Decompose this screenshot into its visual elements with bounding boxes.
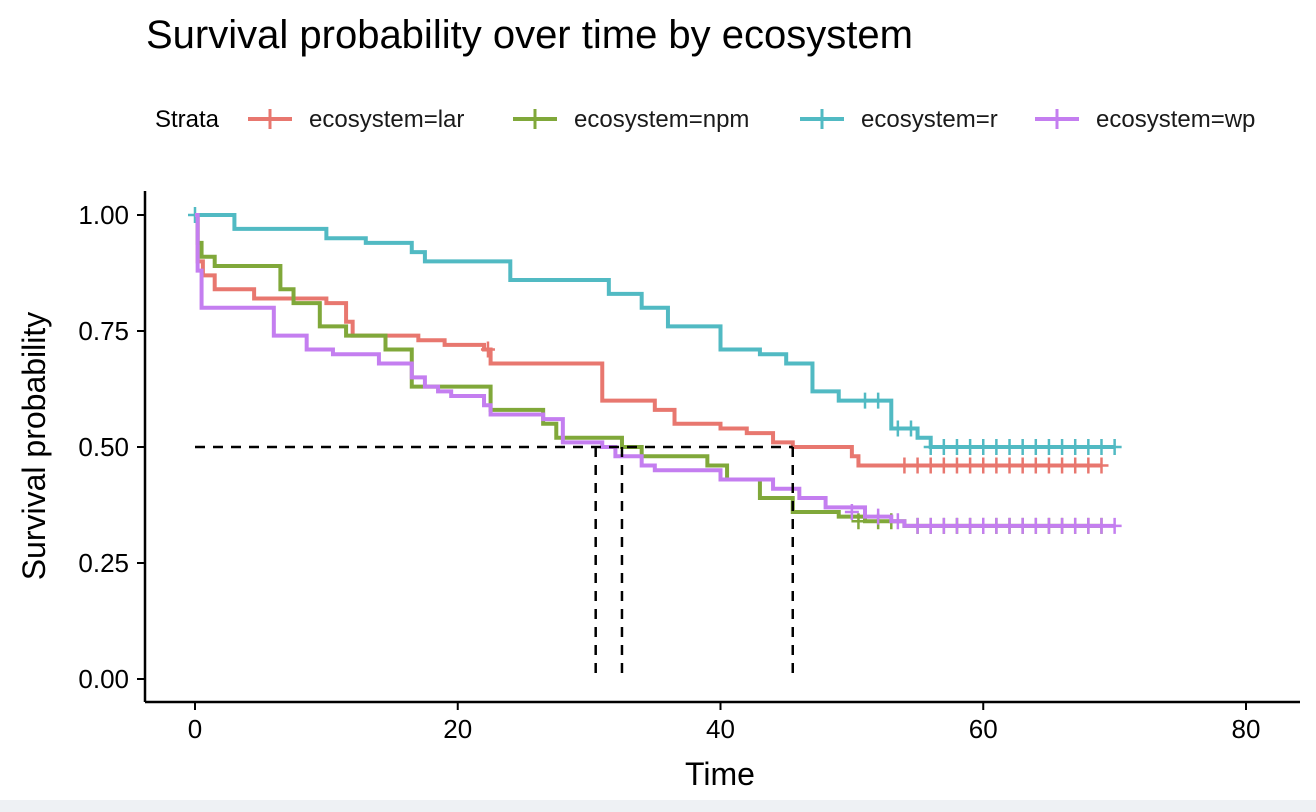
censor-mark [897,457,912,474]
series-r [188,207,1122,455]
censor-mark [936,517,951,534]
censor-mark [936,439,951,455]
censor-mark [1015,517,1030,534]
censor-mark [1081,439,1096,455]
censor-mark [1094,517,1109,534]
censor-mark [976,439,991,455]
censor-mark [989,457,1004,474]
censor-mark [949,439,964,455]
y-tick-label: 0.50 [78,432,129,462]
x-tick-label: 0 [188,714,202,744]
censor-mark [1028,439,1043,455]
legend-label: ecosystem=r [861,106,998,133]
axes: 0 20 40 60 80 0.00 0.25 0.50 0.75 1.00 [78,191,1300,744]
censor-mark [1028,517,1043,534]
censor-mark [1107,439,1122,455]
censor-mark [903,420,918,437]
survival-curve [195,213,1102,468]
x-tick-label: 40 [706,714,735,744]
censor-mark [910,457,925,474]
x-tick-label: 20 [443,714,472,744]
censor-mark [936,457,951,474]
censor-mark [976,457,991,474]
legend-label: ecosystem=lar [309,106,464,133]
censor-mark [1002,457,1017,474]
series-wp [195,213,1122,534]
censor-mark [844,503,859,520]
y-tick-label: 0.75 [78,316,129,346]
legend-label: ecosystem=wp [1096,106,1255,133]
legend-title: Strata [155,106,220,133]
legend-label: ecosystem=npm [574,106,749,133]
censor-mark [963,439,978,455]
y-tick-label: 0.00 [78,664,129,694]
censor-mark [1055,439,1070,455]
censor-mark [1081,517,1096,534]
censor-mark [851,513,866,530]
series-npm [195,213,1109,534]
survival-curve [195,213,1115,528]
censor-mark [1081,457,1096,474]
censor-mark [890,513,905,530]
censor-mark [858,392,873,409]
y-tick-label: 1.00 [78,200,129,230]
censor-mark [1068,457,1083,474]
censor-mark [1041,439,1056,455]
censor-mark [1041,457,1056,474]
censor-mark [1041,517,1056,534]
censor-mark [480,341,495,358]
censor-mark [989,517,1004,534]
legend-item-wp: ecosystem=wp [1035,106,1255,133]
median-lines [195,445,795,679]
x-tick-label: 80 [1232,714,1261,744]
censor-mark [910,517,925,534]
censor-mark [1002,439,1017,455]
survival-curve [195,213,1115,449]
survival-curve [195,213,1102,528]
censor-mark [949,457,964,474]
x-tick-label: 60 [969,714,998,744]
censor-mark [1068,517,1083,534]
legend-item-npm: ecosystem=npm [513,106,749,133]
censor-mark [1015,439,1030,455]
censor-mark [871,508,886,525]
censor-mark [949,517,964,534]
censor-mark [923,439,938,455]
legend: Strata ecosystem=lar ecosystem=npm ecosyst… [155,106,1255,133]
x-axis-title: Time [685,756,755,792]
legend-item-lar: ecosystem=lar [248,106,464,133]
censor-mark [989,439,1004,455]
censor-mark [1028,457,1043,474]
censor-mark [1002,517,1017,534]
censor-mark [1094,457,1109,474]
censor-mark [1107,517,1122,534]
censor-mark [1055,517,1070,534]
censor-mark [1094,439,1109,455]
censor-mark [890,420,905,437]
series-lar [195,213,1109,474]
censor-mark [976,517,991,534]
censor-mark [1055,457,1070,474]
censor-mark [1068,439,1083,455]
legend-item-r: ecosystem=r [800,106,998,133]
censor-mark [1015,457,1030,474]
censor-mark [963,517,978,534]
censor-mark [963,457,978,474]
plot-area [188,207,1122,679]
censor-mark [923,457,938,474]
y-axis-title: Survival probability [16,312,52,581]
chart-title: Survival probability over time by ecosys… [146,13,913,57]
y-tick-label: 0.25 [78,548,129,578]
censor-mark [871,392,886,409]
window-bottom-strip [0,800,1316,812]
censor-mark [923,517,938,534]
